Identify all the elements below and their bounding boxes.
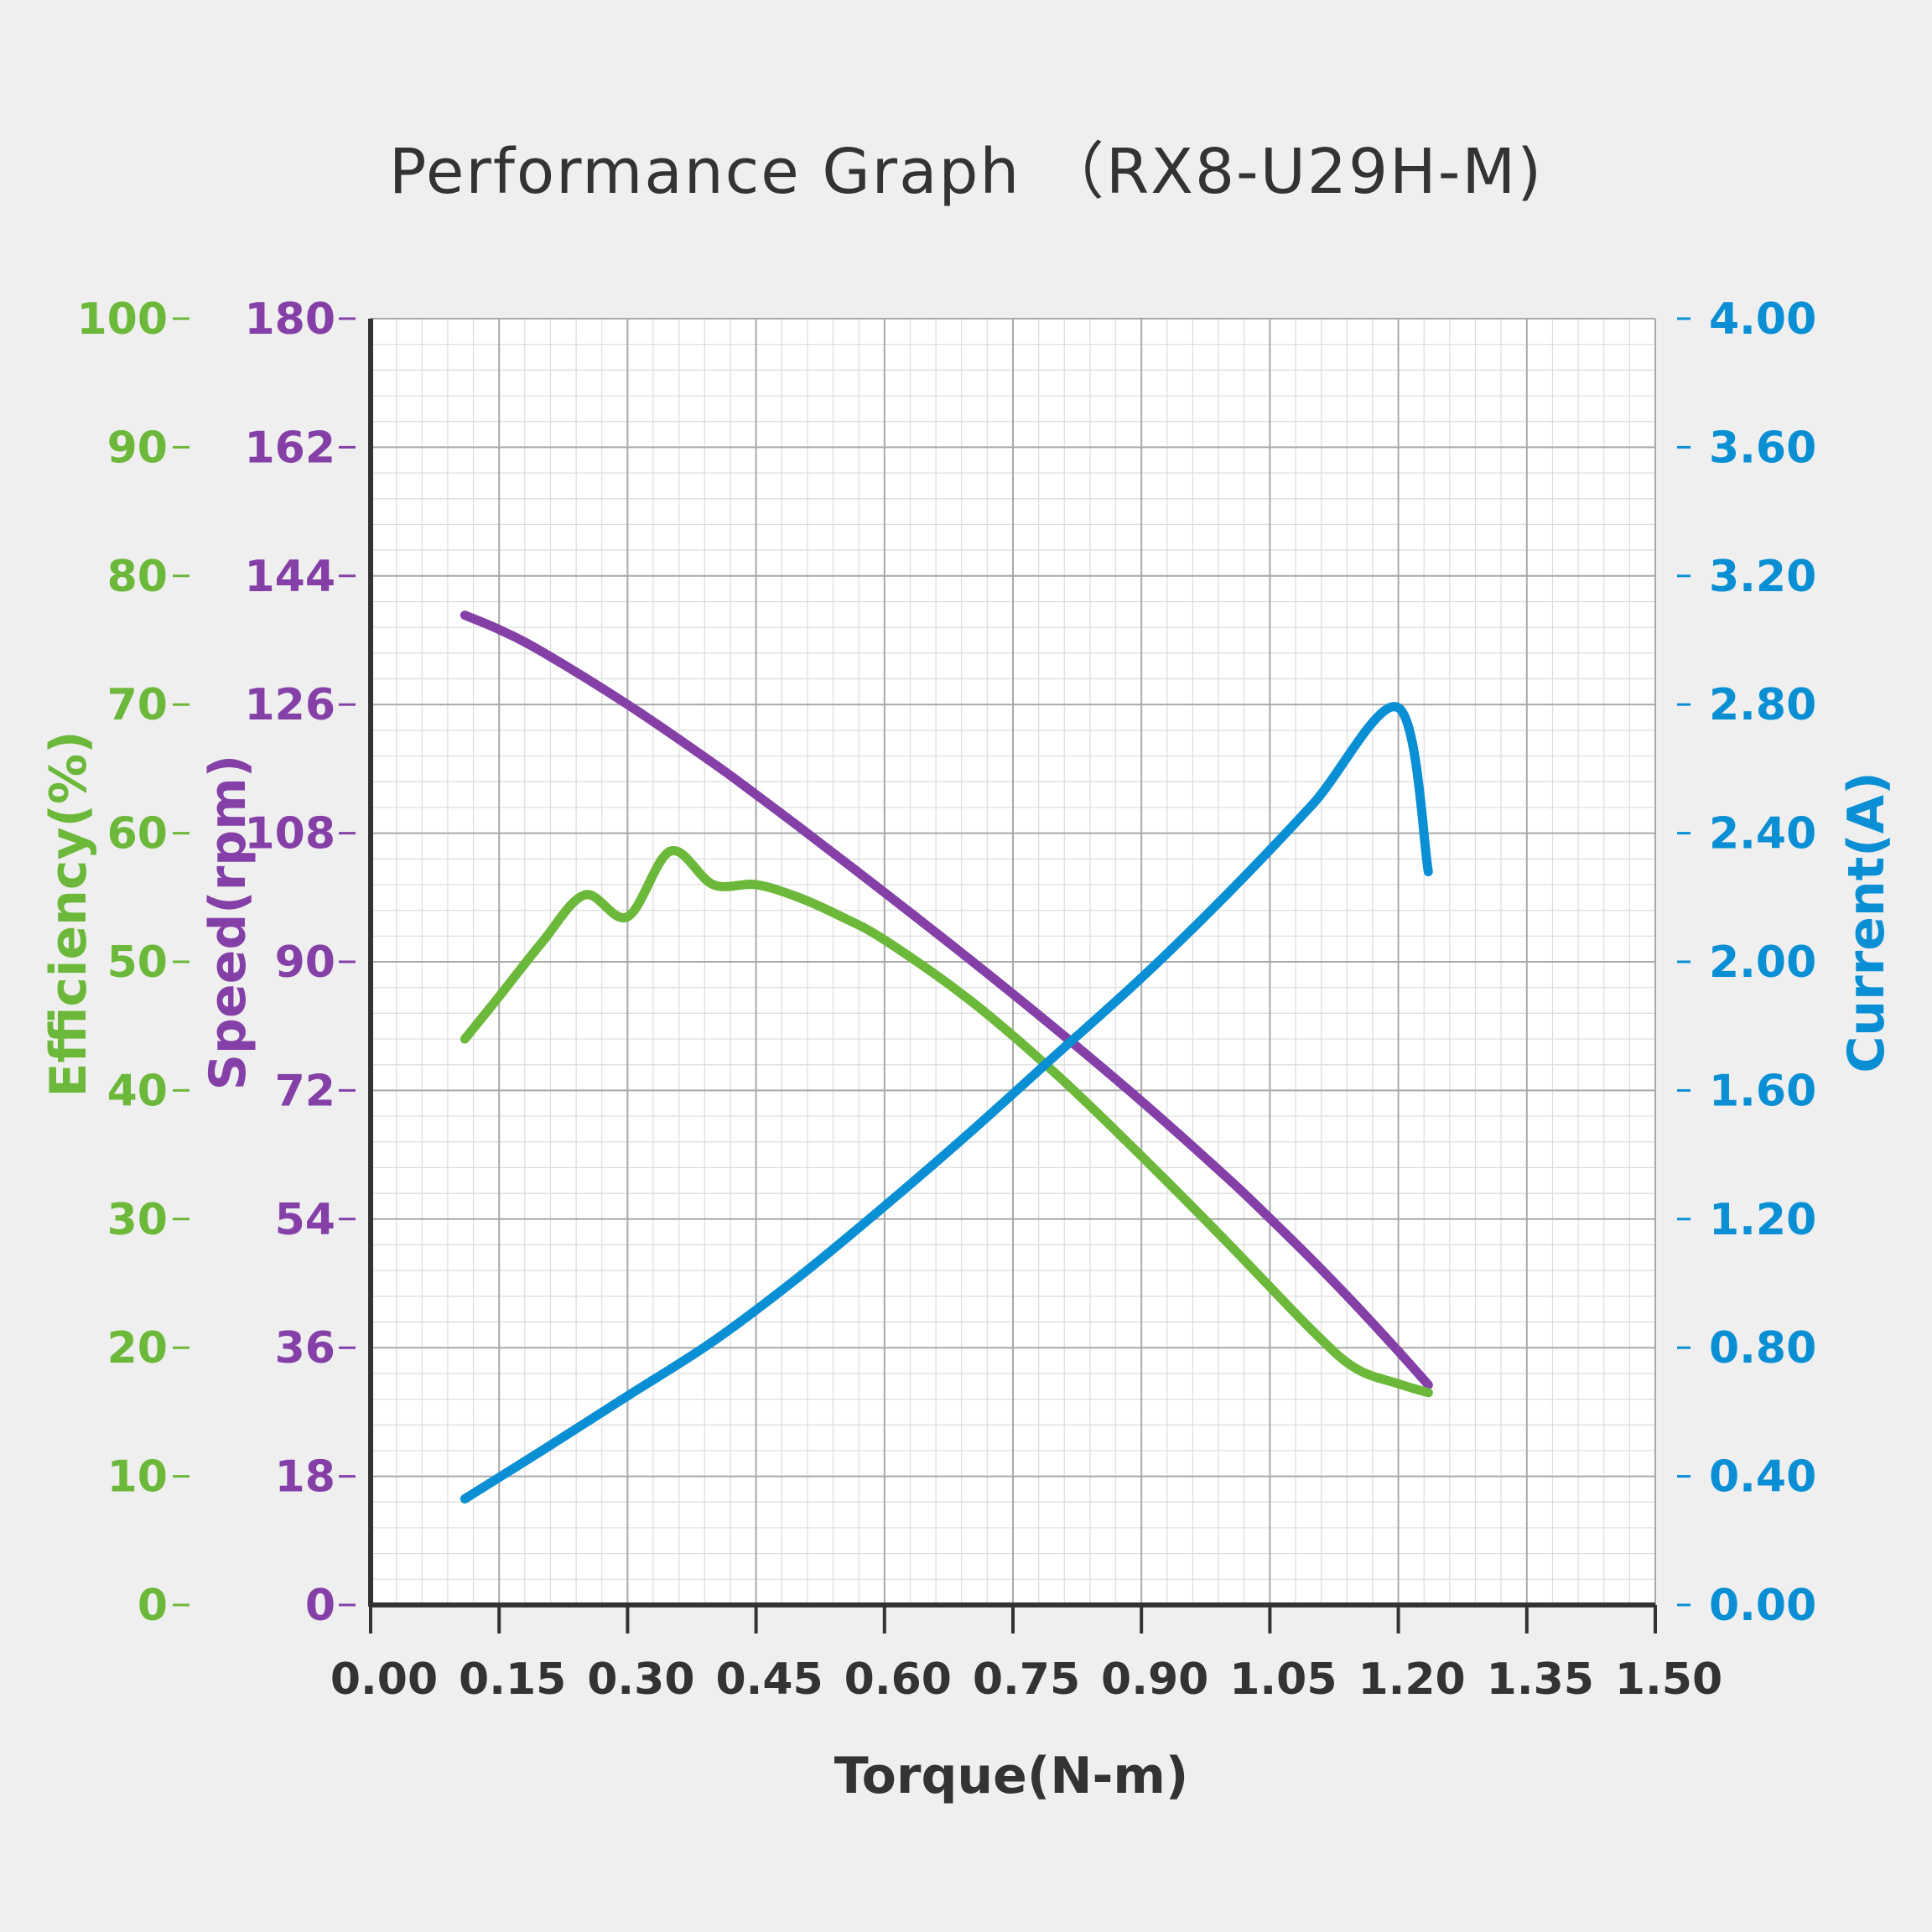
speed-tick-label: 72 xyxy=(275,1066,335,1116)
efficiency-tick-label: 30 xyxy=(107,1195,168,1245)
speed-tick-label: 36 xyxy=(275,1323,335,1374)
current-tick-label: 3.20 xyxy=(1709,552,1816,602)
series-lines xyxy=(460,610,1433,1504)
current-tick-label: 3.60 xyxy=(1709,423,1816,473)
chart-title: Performance Graph （RX8-U29H-M) xyxy=(389,136,1543,208)
efficiency-tick-label: 80 xyxy=(107,552,168,602)
efficiency-tick-label: 60 xyxy=(107,809,168,860)
x-axis-title: Torque(N-m) xyxy=(834,1747,1189,1805)
speed-tick-label: 18 xyxy=(275,1452,335,1503)
current-tick-label: 1.60 xyxy=(1709,1066,1816,1116)
efficiency-tick-label: 20 xyxy=(107,1323,168,1374)
efficiency-tick-label: 50 xyxy=(107,937,168,988)
current-tick-label: 2.40 xyxy=(1709,809,1816,860)
speed-tick-label: 108 xyxy=(244,809,335,860)
tick-labels: 0.00 0.15 0.30 0.45 0.60 0.75 0.90 1.05 1.20 1.35… xyxy=(76,294,1816,1705)
x-tick-label: 0.45 xyxy=(715,1654,823,1705)
current-tick-label: 0.00 xyxy=(1709,1581,1816,1631)
current-tick-label: 4.00 xyxy=(1709,294,1816,345)
speed-tick-label: 0 xyxy=(305,1581,335,1631)
efficiency-tick-label: 100 xyxy=(76,294,168,345)
efficiency-tick-label: 40 xyxy=(107,1066,168,1116)
speed-tick-label: 90 xyxy=(275,937,335,988)
x-tick-label: 0.60 xyxy=(844,1654,952,1705)
current-series-line xyxy=(460,702,1433,1504)
efficiency-tick-label: 70 xyxy=(107,680,168,730)
current-tick-label: 0.80 xyxy=(1709,1323,1816,1374)
x-tick-label: 1.35 xyxy=(1487,1654,1594,1705)
efficiency-axis-title: Efficiency(%) xyxy=(39,730,98,1097)
speed-tick-label: 180 xyxy=(244,294,335,345)
current-tick-label: 1.20 xyxy=(1709,1195,1816,1245)
x-tick-label: 0.75 xyxy=(973,1654,1080,1705)
efficiency-series-line xyxy=(460,846,1433,1398)
speed-tick-label: 54 xyxy=(275,1195,335,1245)
x-tick-label: 1.05 xyxy=(1229,1654,1337,1705)
x-tick-label: 1.50 xyxy=(1615,1654,1722,1705)
speed-axis-title: Speed(rpm) xyxy=(199,755,257,1090)
x-tick-label: 1.20 xyxy=(1358,1654,1465,1705)
x-tick-label: 0.90 xyxy=(1101,1654,1208,1705)
speed-series-line xyxy=(460,610,1433,1390)
speed-tick-label: 144 xyxy=(244,552,335,602)
axes xyxy=(173,317,1690,1633)
x-tick-label: 0.30 xyxy=(587,1654,694,1705)
efficiency-tick-label: 0 xyxy=(138,1581,168,1631)
efficiency-tick-label: 10 xyxy=(107,1452,168,1503)
current-tick-label: 2.00 xyxy=(1709,937,1816,988)
current-tick-label: 0.40 xyxy=(1709,1452,1816,1503)
current-tick-label: 2.80 xyxy=(1709,680,1816,730)
efficiency-tick-label: 90 xyxy=(107,423,168,473)
x-tick-label: 0.15 xyxy=(459,1654,566,1705)
x-tick-label: 0.00 xyxy=(330,1654,438,1705)
speed-tick-label: 126 xyxy=(244,680,335,730)
current-axis-title: Current(A) xyxy=(1837,771,1896,1072)
speed-tick-label: 162 xyxy=(244,423,335,473)
